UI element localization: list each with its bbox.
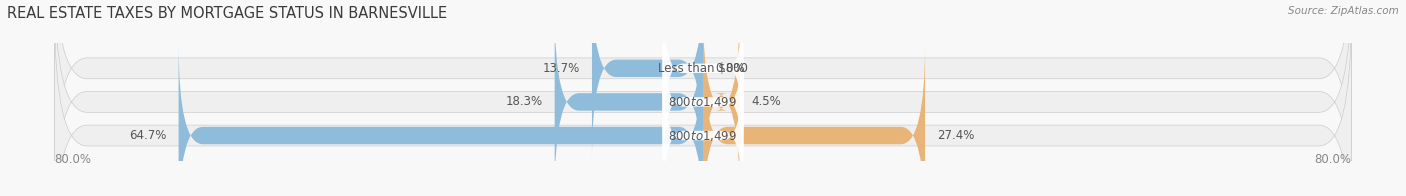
Text: 4.5%: 4.5% <box>752 95 782 108</box>
Text: $800 to $1,499: $800 to $1,499 <box>668 95 738 109</box>
FancyBboxPatch shape <box>703 10 740 194</box>
FancyBboxPatch shape <box>662 56 744 196</box>
FancyBboxPatch shape <box>703 44 925 196</box>
Text: REAL ESTATE TAXES BY MORTGAGE STATUS IN BARNESVILLE: REAL ESTATE TAXES BY MORTGAGE STATUS IN … <box>7 6 447 21</box>
FancyBboxPatch shape <box>55 0 1351 192</box>
Text: Less than $800: Less than $800 <box>658 62 748 75</box>
Text: 64.7%: 64.7% <box>129 129 166 142</box>
Text: 80.0%: 80.0% <box>55 152 91 166</box>
FancyBboxPatch shape <box>662 0 744 148</box>
Text: 27.4%: 27.4% <box>938 129 974 142</box>
FancyBboxPatch shape <box>55 12 1351 196</box>
FancyBboxPatch shape <box>555 10 703 194</box>
Text: 13.7%: 13.7% <box>543 62 579 75</box>
FancyBboxPatch shape <box>179 44 703 196</box>
FancyBboxPatch shape <box>662 23 744 181</box>
Text: 18.3%: 18.3% <box>505 95 543 108</box>
Text: 80.0%: 80.0% <box>1315 152 1351 166</box>
FancyBboxPatch shape <box>55 0 1351 196</box>
Text: 0.0%: 0.0% <box>716 62 745 75</box>
Text: $800 to $1,499: $800 to $1,499 <box>668 129 738 142</box>
Text: Source: ZipAtlas.com: Source: ZipAtlas.com <box>1288 6 1399 16</box>
FancyBboxPatch shape <box>592 0 703 160</box>
Legend: Without Mortgage, With Mortgage: Without Mortgage, With Mortgage <box>579 193 827 196</box>
